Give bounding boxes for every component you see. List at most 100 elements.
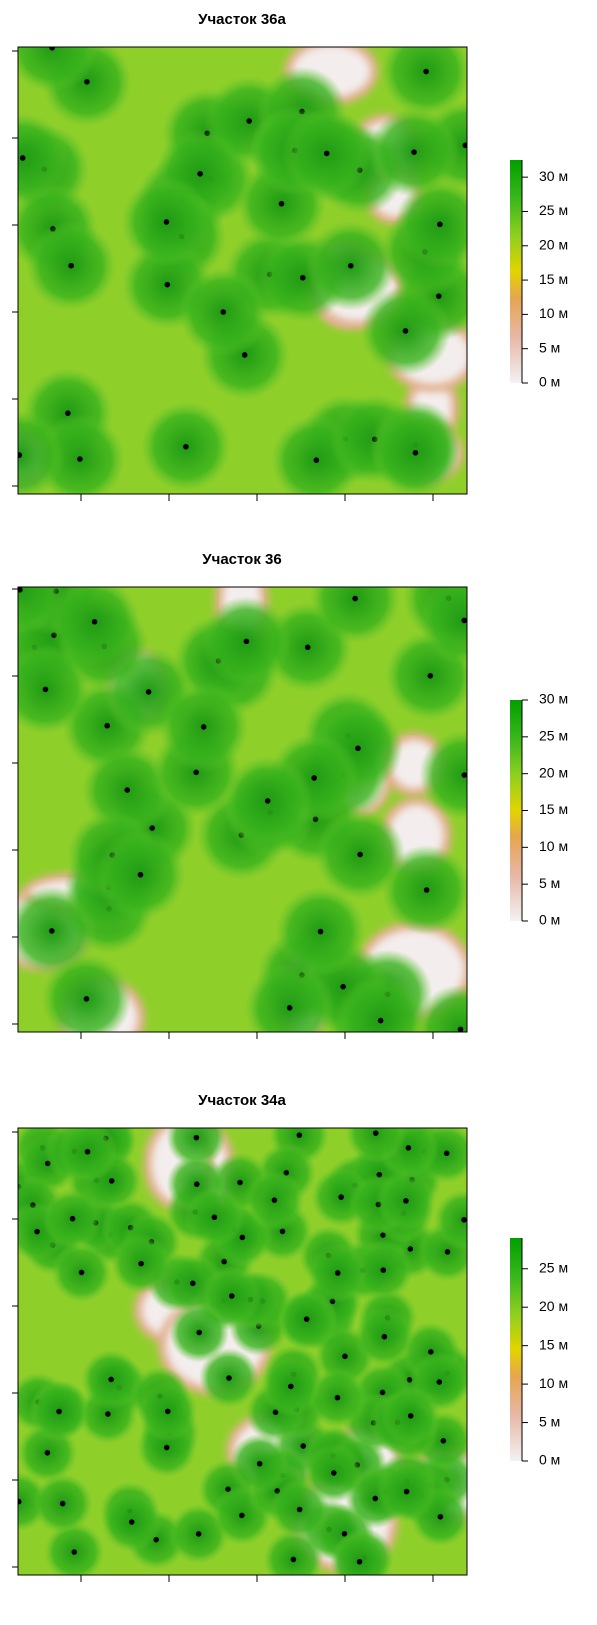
colorbar-label: 10 м	[539, 838, 568, 854]
colorbar-label: 20 м	[539, 764, 568, 780]
tree-top	[92, 619, 98, 625]
tree-top	[138, 1261, 144, 1267]
tree-top	[196, 1531, 202, 1537]
colorbar-label: 20 м	[539, 236, 568, 252]
tree-top	[265, 798, 271, 804]
tree-top	[164, 219, 170, 225]
tree-top	[242, 352, 248, 358]
colorbar-label: 0 м	[539, 912, 560, 928]
tree-top	[424, 887, 430, 893]
tree-top	[458, 1027, 464, 1033]
tree-top	[279, 201, 285, 207]
tree-top	[138, 872, 144, 878]
tree-top	[43, 687, 49, 693]
tree-top	[291, 1557, 297, 1563]
tree-top	[318, 929, 324, 935]
colorbar-label: 20 м	[539, 1298, 568, 1314]
tree-top	[287, 1005, 293, 1011]
tree-top	[16, 1499, 22, 1505]
tree-top	[335, 1270, 341, 1276]
tree-top	[461, 772, 467, 778]
tree-top	[229, 1293, 235, 1299]
colorbar-label: 0 м	[539, 1452, 560, 1468]
tree-top	[461, 1217, 467, 1223]
tree-top	[288, 1384, 294, 1390]
tree-top	[445, 1249, 451, 1255]
tree-top	[461, 618, 467, 624]
tree-top	[45, 1450, 51, 1456]
tree-top	[335, 1395, 341, 1401]
colorbar-label: 5 м	[539, 339, 560, 355]
tree-top	[104, 723, 110, 729]
tree-top	[244, 639, 250, 645]
tree-top	[378, 1018, 384, 1024]
tree-top	[342, 1354, 348, 1360]
tree-top	[84, 79, 90, 85]
tree-top	[183, 444, 189, 450]
tree-top	[17, 452, 23, 458]
tree-top	[428, 673, 434, 679]
tree-top	[68, 263, 74, 269]
figure: Участок 36а0 м5 м10 м15 м20 м25 м30 мУча…	[0, 0, 597, 1625]
tree-top	[164, 1445, 170, 1451]
tree-top	[190, 1280, 196, 1286]
tree-top	[71, 1549, 77, 1555]
colorbar-label: 0 м	[539, 374, 560, 390]
tree-top	[165, 282, 171, 288]
tree-top	[297, 1132, 303, 1138]
tree-top	[239, 1513, 245, 1519]
tree-top	[403, 1198, 409, 1204]
height-map	[0, 545, 509, 1075]
tree-top	[237, 1180, 243, 1186]
tree-top	[79, 1270, 85, 1276]
tree-top	[311, 775, 317, 781]
chart-title: Участок 36а	[198, 11, 286, 28]
tree-top	[373, 1130, 379, 1136]
tree-top	[423, 69, 429, 75]
colorbar-label: 10 м	[539, 305, 568, 321]
tree-top	[60, 1501, 66, 1507]
tree-top	[437, 222, 443, 228]
tree-top	[340, 984, 346, 990]
tree-top	[197, 171, 203, 177]
tree-top	[380, 1267, 386, 1273]
tree-top	[331, 1470, 337, 1476]
tree-top	[194, 1135, 200, 1141]
tree-top	[146, 689, 152, 695]
tree-top	[441, 1438, 447, 1444]
tree-top	[56, 1409, 62, 1415]
tree-top	[20, 155, 26, 161]
tree-top	[49, 45, 55, 51]
panel: Участок 36а0 м5 м10 м15 м20 м25 м30 м	[0, 3, 568, 505]
panel: Участок 360 м5 м10 м15 м20 м25 м30 м	[0, 545, 568, 1075]
tree-top	[314, 457, 320, 463]
tree-top	[438, 1514, 444, 1520]
tree-top	[404, 1489, 410, 1495]
tree-top	[257, 1461, 263, 1467]
tree-top	[201, 724, 207, 730]
tree-top	[305, 644, 311, 650]
tree-top	[297, 1507, 303, 1513]
tree-top	[348, 263, 354, 269]
colorbar-label: 25 м	[539, 202, 568, 218]
colorbar-label: 25 м	[539, 1259, 568, 1275]
tree-top	[403, 328, 409, 334]
tree-top	[220, 309, 226, 315]
tree-top	[272, 1197, 278, 1203]
height-map	[0, 3, 510, 505]
tree-top	[408, 1413, 414, 1419]
colorbar-label: 30 м	[539, 691, 568, 707]
colorbar-label: 25 м	[539, 728, 568, 744]
colorbar-label: 15 м	[539, 801, 568, 817]
tree-top	[165, 1409, 171, 1415]
tree-top	[357, 852, 363, 858]
tree-top	[444, 1150, 450, 1156]
tree-top	[49, 928, 55, 934]
tree-top	[300, 275, 306, 281]
tree-top	[382, 1334, 388, 1340]
colorbar-label: 30 м	[539, 168, 568, 184]
colorbar-label: 5 м	[539, 875, 560, 891]
tree-top	[70, 1216, 76, 1222]
tree-top	[324, 151, 330, 157]
